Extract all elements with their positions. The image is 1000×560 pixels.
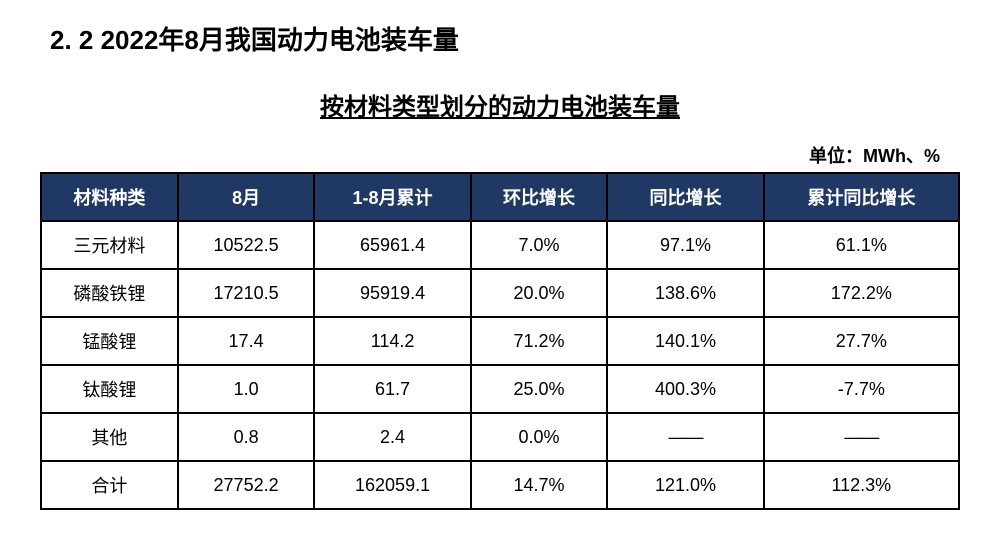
cell-material: 其他 — [41, 413, 178, 461]
unit-label: 单位：MWh、% — [40, 142, 960, 168]
col-header-mom: 环比增长 — [471, 173, 608, 221]
cell-value: 95919.4 — [314, 269, 470, 317]
cell-value: 138.6% — [607, 269, 763, 317]
cell-value: 97.1% — [607, 221, 763, 269]
cell-value: 17210.5 — [178, 269, 315, 317]
battery-installation-table: 材料种类 8月 1-8月累计 环比增长 同比增长 累计同比增长 三元材料 105… — [40, 172, 960, 510]
cell-material: 磷酸铁锂 — [41, 269, 178, 317]
cell-value: 112.3% — [764, 461, 959, 509]
col-header-cumulative: 1-8月累计 — [314, 173, 470, 221]
cell-value: 14.7% — [471, 461, 608, 509]
cell-value: 65961.4 — [314, 221, 470, 269]
col-header-cumulative-yoy: 累计同比增长 — [764, 173, 959, 221]
cell-value: 17.4 — [178, 317, 315, 365]
cell-value: 172.2% — [764, 269, 959, 317]
cell-value: 140.1% — [607, 317, 763, 365]
cell-value: 27.7% — [764, 317, 959, 365]
table-row: 其他 0.8 2.4 0.0% —— —— — [41, 413, 959, 461]
section-heading: 2. 2 2022年8月我国动力电池装车量 — [50, 20, 960, 57]
table-header-row: 材料种类 8月 1-8月累计 环比增长 同比增长 累计同比增长 — [41, 173, 959, 221]
cell-value: 71.2% — [471, 317, 608, 365]
cell-value: 2.4 — [314, 413, 470, 461]
cell-material: 锰酸锂 — [41, 317, 178, 365]
col-header-yoy: 同比增长 — [607, 173, 763, 221]
cell-value: 400.3% — [607, 365, 763, 413]
cell-value: 25.0% — [471, 365, 608, 413]
cell-value: 114.2 — [314, 317, 470, 365]
cell-value: 0.8 — [178, 413, 315, 461]
cell-value: 7.0% — [471, 221, 608, 269]
cell-value: 61.1% — [764, 221, 959, 269]
cell-material: 钛酸锂 — [41, 365, 178, 413]
cell-value: 121.0% — [607, 461, 763, 509]
col-header-material: 材料种类 — [41, 173, 178, 221]
cell-value: 1.0 — [178, 365, 315, 413]
cell-value: —— — [764, 413, 959, 461]
cell-material: 合计 — [41, 461, 178, 509]
table-row: 磷酸铁锂 17210.5 95919.4 20.0% 138.6% 172.2% — [41, 269, 959, 317]
cell-value: -7.7% — [764, 365, 959, 413]
cell-value: 10522.5 — [178, 221, 315, 269]
table-row: 锰酸锂 17.4 114.2 71.2% 140.1% 27.7% — [41, 317, 959, 365]
table-title: 按材料类型划分的动力电池装车量 — [40, 87, 960, 122]
col-header-august: 8月 — [178, 173, 315, 221]
cell-value: 61.7 — [314, 365, 470, 413]
cell-value: 27752.2 — [178, 461, 315, 509]
cell-material: 三元材料 — [41, 221, 178, 269]
cell-value: —— — [607, 413, 763, 461]
table-row: 三元材料 10522.5 65961.4 7.0% 97.1% 61.1% — [41, 221, 959, 269]
table-row: 钛酸锂 1.0 61.7 25.0% 400.3% -7.7% — [41, 365, 959, 413]
cell-value: 20.0% — [471, 269, 608, 317]
table-row-total: 合计 27752.2 162059.1 14.7% 121.0% 112.3% — [41, 461, 959, 509]
cell-value: 0.0% — [471, 413, 608, 461]
cell-value: 162059.1 — [314, 461, 470, 509]
